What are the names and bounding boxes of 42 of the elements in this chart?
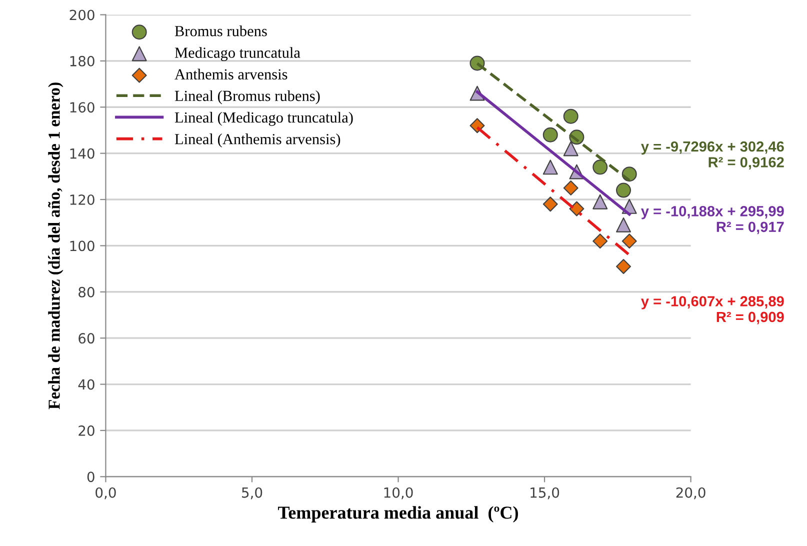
legend-label: Bromus rubens bbox=[174, 26, 267, 36]
annotation: y = -10,607x + 285,89 R² = 0,909 bbox=[641, 296, 784, 324]
point bbox=[563, 180, 578, 196]
x-tick-label: 0,0 bbox=[96, 487, 116, 500]
x-tick-label: 20,0 bbox=[676, 487, 706, 500]
y-tick-label: 60 bbox=[78, 333, 94, 344]
y-tick-label: 80 bbox=[78, 286, 94, 298]
point bbox=[542, 160, 558, 175]
y-tick-label: 40 bbox=[78, 379, 94, 390]
point bbox=[616, 182, 632, 198]
y-tick-label: 0 bbox=[87, 472, 94, 482]
legend-label: Medicago truncatula bbox=[174, 47, 300, 62]
y-tick-label: 180 bbox=[70, 56, 94, 66]
x-tick-label: 15,0 bbox=[530, 487, 560, 500]
annotation: y = -10,188x + 295,99 R² = 0,917 bbox=[641, 206, 784, 234]
legend-label: Lineal (Medicago truncatula) bbox=[174, 112, 353, 126]
y-tick-label: 100 bbox=[70, 240, 94, 252]
y-axis-title: Fecha de madurez (día del año, desde 1 enero) bbox=[48, 82, 64, 410]
y-tick-label: 20 bbox=[78, 425, 94, 436]
x-tick-label: 5,0 bbox=[242, 487, 262, 500]
point bbox=[563, 108, 578, 124]
y-tick-label: 200 bbox=[70, 10, 94, 20]
legend-label: Lineal (Anthemis arvensis) bbox=[174, 134, 340, 148]
point bbox=[563, 141, 578, 156]
point bbox=[569, 201, 584, 216]
legend-label: Lineal (Bromus rubens) bbox=[174, 90, 320, 104]
y-tick-label: 120 bbox=[70, 194, 94, 205]
y-tick-label: 140 bbox=[70, 148, 94, 159]
point bbox=[622, 234, 637, 249]
x-tick-label: 10,0 bbox=[384, 487, 413, 500]
point bbox=[542, 127, 558, 142]
point bbox=[592, 160, 608, 175]
y-tick-label: 160 bbox=[70, 102, 94, 113]
point bbox=[470, 118, 485, 134]
legend-label: Anthemis arvensis bbox=[174, 68, 288, 80]
point bbox=[592, 234, 608, 249]
point bbox=[592, 194, 608, 210]
point bbox=[616, 217, 632, 232]
point bbox=[542, 196, 558, 212]
annotation: y = -9,7296x + 302,46 R² = 0,9162 bbox=[641, 141, 784, 170]
point bbox=[616, 258, 632, 274]
x-axis-title: Temperatura media anual (ºC) bbox=[278, 506, 518, 522]
